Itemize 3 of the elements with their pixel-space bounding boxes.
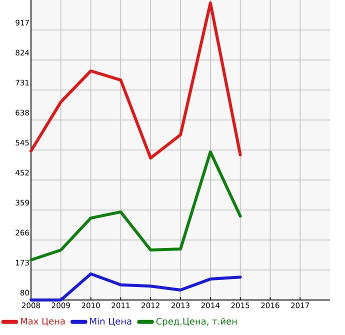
legend-label: Min Цена [90,318,132,326]
legend-label: Сред.Цена, т.йен [156,318,237,326]
legend-label: Max Цена [20,318,65,326]
